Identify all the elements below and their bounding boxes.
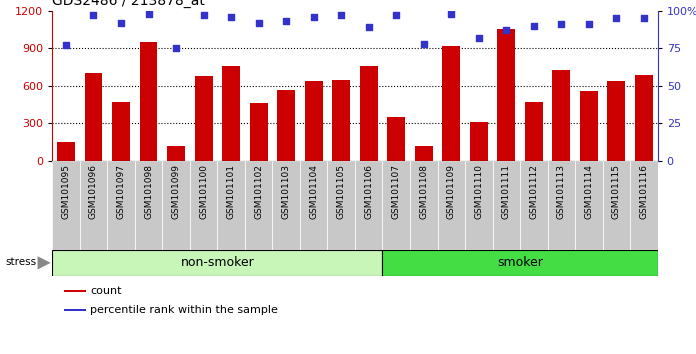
Bar (360, 66, 378, 161)
Text: GSM101106: GSM101106 (364, 164, 373, 219)
Point (390, 12, 402, 18)
Text: GSM101104: GSM101104 (309, 164, 318, 219)
Point (528, 23, 539, 28)
Bar (525, 102, 543, 161)
Text: GSM101108: GSM101108 (419, 164, 428, 219)
Text: non-smoker: non-smoker (180, 256, 254, 269)
Text: GSM101107: GSM101107 (392, 164, 401, 219)
Bar (190, 161, 217, 250)
Bar (608, 81, 626, 161)
Bar (217, 161, 245, 250)
Bar (107, 161, 135, 250)
Point (445, 11, 457, 17)
Point (611, 15, 622, 21)
Text: percentile rank within the sample: percentile rank within the sample (90, 305, 278, 315)
Bar (277, 90, 295, 161)
Bar (443, 46, 460, 161)
Point (88, 12, 99, 18)
Bar (84, 73, 102, 161)
Point (280, 18, 292, 24)
Text: GSM101102: GSM101102 (254, 164, 263, 219)
Bar (383, 250, 658, 276)
Point (363, 24, 374, 30)
Point (143, 11, 154, 17)
Bar (520, 161, 548, 250)
Point (638, 15, 649, 21)
Bar (415, 146, 433, 161)
Text: GSM101098: GSM101098 (144, 164, 153, 219)
Bar (222, 66, 240, 161)
Bar (272, 161, 300, 250)
Bar (387, 117, 405, 161)
Bar (64, 290, 86, 292)
Bar (112, 102, 130, 161)
Bar (630, 161, 658, 250)
Point (116, 20, 127, 25)
Bar (327, 161, 355, 250)
Text: GSM101110: GSM101110 (474, 164, 483, 219)
Bar (245, 161, 272, 250)
Text: GSM101115: GSM101115 (612, 164, 621, 219)
Text: GSM101114: GSM101114 (585, 164, 594, 219)
Point (556, 21, 567, 27)
Text: GSM101113: GSM101113 (557, 164, 566, 219)
Bar (52, 250, 383, 276)
Point (171, 45, 182, 51)
Bar (498, 29, 515, 161)
Bar (438, 161, 465, 250)
Point (500, 27, 512, 33)
Bar (162, 161, 190, 250)
Text: GSM101103: GSM101103 (282, 164, 291, 219)
Bar (410, 161, 438, 250)
Text: GDS2486 / 213878_at: GDS2486 / 213878_at (52, 0, 205, 8)
Point (583, 21, 594, 27)
Point (61, 42, 72, 48)
Bar (635, 75, 653, 161)
Bar (553, 69, 570, 161)
Bar (80, 161, 107, 250)
Point (253, 20, 264, 25)
Point (198, 12, 209, 18)
Bar (64, 309, 86, 311)
Bar (250, 103, 267, 161)
Bar (305, 81, 323, 161)
Bar (140, 42, 157, 161)
Text: GSM101111: GSM101111 (502, 164, 511, 219)
Text: GSM101109: GSM101109 (447, 164, 456, 219)
Text: GSM101105: GSM101105 (337, 164, 346, 219)
Point (473, 35, 484, 41)
Bar (603, 161, 630, 250)
Bar (167, 146, 185, 161)
Bar (52, 161, 80, 250)
Text: count: count (90, 286, 122, 296)
Text: GSM101095: GSM101095 (61, 164, 70, 219)
Text: GSM101112: GSM101112 (530, 164, 539, 219)
Bar (300, 161, 327, 250)
Bar (383, 161, 410, 250)
Bar (580, 91, 598, 161)
Point (335, 12, 347, 18)
Text: GSM101101: GSM101101 (227, 164, 236, 219)
Text: GSM101116: GSM101116 (640, 164, 649, 219)
Text: GSM101099: GSM101099 (171, 164, 180, 219)
Bar (195, 76, 212, 161)
Text: smoker: smoker (497, 256, 543, 269)
Bar (470, 122, 488, 161)
Text: stress: stress (6, 257, 36, 267)
Point (418, 41, 429, 46)
Bar (57, 142, 75, 161)
Polygon shape (38, 256, 51, 269)
Bar (355, 161, 383, 250)
Bar (575, 161, 603, 250)
Point (308, 14, 319, 19)
Text: GSM101100: GSM101100 (199, 164, 208, 219)
Bar (332, 80, 350, 161)
Bar (465, 161, 493, 250)
Bar (493, 161, 520, 250)
Point (226, 14, 237, 19)
Bar (548, 161, 575, 250)
Text: GSM101096: GSM101096 (89, 164, 98, 219)
Bar (135, 161, 162, 250)
Text: GSM101097: GSM101097 (116, 164, 125, 219)
